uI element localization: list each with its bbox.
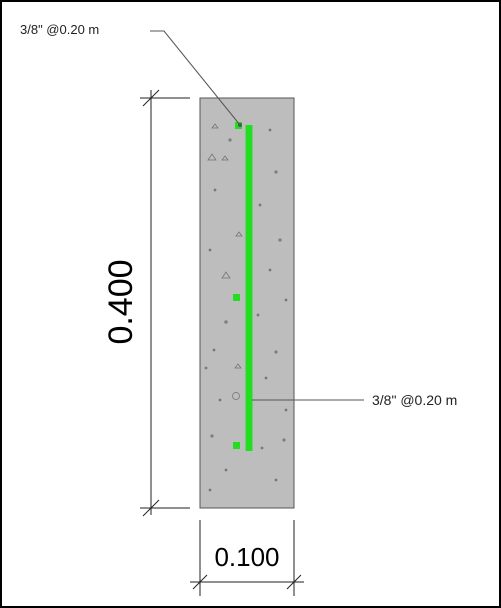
leader-lines (150, 30, 364, 401)
aggregate-texture (204, 123, 288, 492)
height-dimension-label: 0.400 (102, 259, 140, 344)
height-dimension (140, 89, 190, 517)
top-annotation: 3/8" @0.20 m (20, 22, 99, 37)
width-dimension (190, 520, 304, 596)
rebar-dot (233, 442, 240, 449)
rebar-dot (233, 294, 240, 301)
top-leader (150, 30, 241, 126)
width-dimension-label: 0.100 (214, 542, 279, 572)
side-annotation: 3/8" @0.20 m (372, 392, 457, 408)
leader-tick (238, 123, 242, 127)
